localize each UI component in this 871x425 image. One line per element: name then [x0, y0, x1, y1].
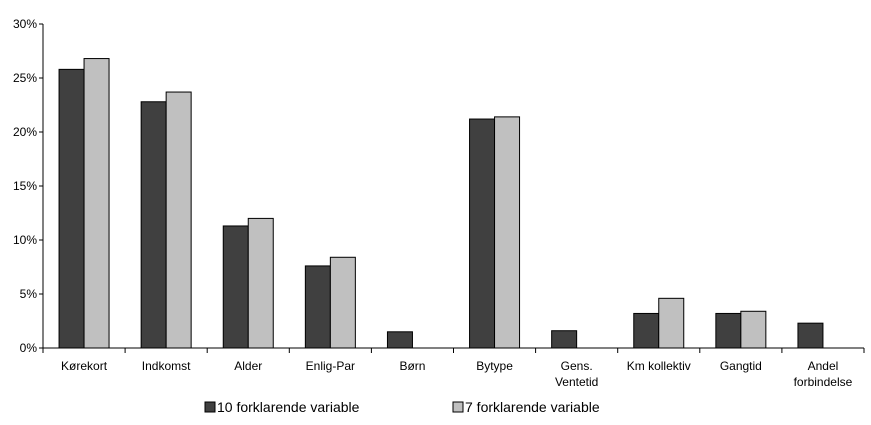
labels: 0% 5% 10% 15% 20% 25% 30% Kørekort Indkomst Alder… — [13, 17, 853, 389]
x-tick-label: Gens. Ventetid — [555, 359, 598, 389]
legend-swatch — [204, 401, 216, 413]
y-tick-label: 25% — [13, 71, 37, 85]
legend-label: 7 forklarende variable — [465, 399, 600, 415]
bar-series-7 — [658, 297, 685, 349]
y-tick-label: 30% — [13, 17, 37, 31]
bar-series-7 — [247, 217, 274, 349]
y-tick-label: 15% — [13, 179, 37, 193]
legend-swatch — [452, 401, 464, 413]
bar-series-10 — [797, 322, 824, 349]
legend: 10 forklarende variable 7 forklarende var… — [204, 399, 600, 415]
y-tick-label: 10% — [13, 233, 37, 247]
x-tick-label: Indkomst — [142, 359, 191, 373]
bar-series-10 — [633, 312, 660, 349]
bar-series-10 — [551, 330, 578, 349]
x-tick-label: Km kollektiv — [627, 359, 691, 373]
x-tick-label: Kørekort — [61, 359, 108, 373]
x-tick-label: Alder — [234, 359, 262, 373]
y-tick-label: 20% — [13, 125, 37, 139]
bar-series-10 — [222, 225, 249, 349]
bars — [58, 58, 824, 349]
legend-label: 10 forklarende variable — [217, 399, 360, 415]
bar-series-7 — [494, 116, 521, 349]
y-tick-label: 5% — [20, 287, 38, 301]
x-tick-label: Bytype — [476, 359, 513, 373]
bar-series-10 — [58, 68, 85, 349]
x-tick-label: Børn — [399, 359, 425, 373]
bar-series-10 — [386, 331, 413, 349]
bar-series-10 — [140, 101, 167, 349]
bar-series-7 — [329, 256, 356, 349]
bar-series-7 — [740, 310, 767, 349]
y-tick-label: 0% — [20, 341, 38, 355]
bar-series-7 — [165, 91, 192, 349]
bar-series-10 — [715, 312, 742, 349]
bar-series-7 — [83, 58, 110, 349]
x-tick-label: Enlig-Par — [306, 359, 355, 373]
x-tick-label: Andel forbindelse — [794, 359, 853, 389]
bar-series-10 — [304, 265, 331, 349]
bar-series-10 — [469, 118, 496, 349]
x-tick-label: Gangtid — [720, 359, 762, 373]
